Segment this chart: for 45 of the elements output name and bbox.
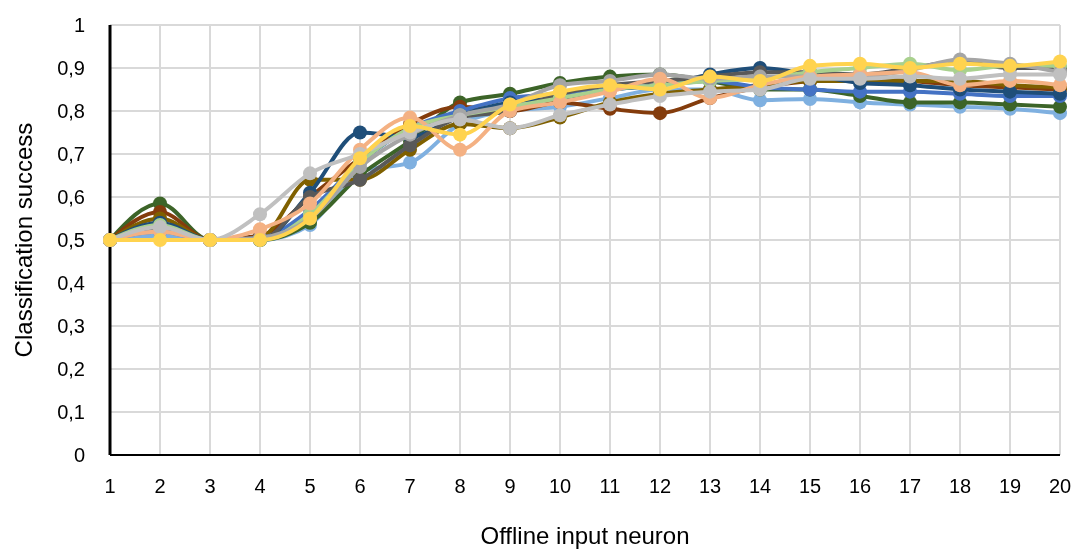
point <box>853 56 867 71</box>
point <box>403 155 417 170</box>
point <box>253 207 267 222</box>
x-tick-label: 20 <box>1048 475 1072 497</box>
y-tick-label: 0,9 <box>57 57 85 79</box>
point <box>1053 54 1067 69</box>
x-tick-label: 9 <box>504 475 516 497</box>
point <box>653 106 667 121</box>
y-tick-label: 0,4 <box>57 272 85 294</box>
point <box>453 142 467 157</box>
x-tick-label: 16 <box>848 475 872 497</box>
x-tick-label: 11 <box>599 475 621 497</box>
x-axis-title: Offline input neuron <box>480 522 690 549</box>
y-tick-label: 0,2 <box>57 358 85 380</box>
x-tick-label: 2 <box>154 475 166 497</box>
x-tick-label: 14 <box>748 475 772 497</box>
x-tick-label: 4 <box>254 475 266 497</box>
x-tick-label: 17 <box>898 475 922 497</box>
x-tick-label: 13 <box>698 475 722 497</box>
point <box>453 127 467 142</box>
y-tick-label: 0,6 <box>57 186 85 208</box>
x-tick-label: 5 <box>304 475 316 497</box>
x-tick-label: 3 <box>204 475 216 497</box>
y-tick-label: 0,8 <box>57 100 85 122</box>
x-tick-label: 15 <box>798 475 822 497</box>
y-tick-label: 0,5 <box>57 229 85 251</box>
x-tick-label: 6 <box>354 475 366 497</box>
x-tick-label: 10 <box>548 475 572 497</box>
point <box>153 233 167 247</box>
point <box>303 166 317 181</box>
point <box>303 196 317 211</box>
x-tick-label: 19 <box>998 475 1022 497</box>
y-axis-title: Classification success <box>10 122 37 358</box>
y-tick-label: 0,7 <box>57 143 85 165</box>
x-tick-label: 12 <box>648 475 672 497</box>
y-tick-label: 0,1 <box>57 401 85 423</box>
point <box>353 125 367 140</box>
x-tick-label: 8 <box>454 475 466 497</box>
point <box>803 58 817 73</box>
y-tick-label: 0 <box>73 444 85 466</box>
x-tick-label: 7 <box>404 475 416 497</box>
x-tick-label: 1 <box>104 475 116 497</box>
y-tick-label: 1 <box>73 14 85 36</box>
y-tick-label: 0,3 <box>57 315 85 337</box>
x-tick-label: 18 <box>948 475 972 497</box>
